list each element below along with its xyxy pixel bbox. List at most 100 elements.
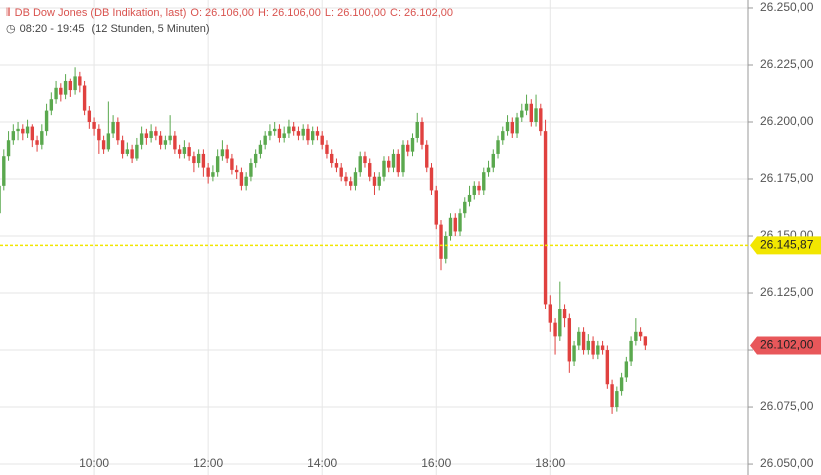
candle-body xyxy=(524,103,529,111)
y-tick-label: 26.200,00 xyxy=(760,114,814,128)
candle-body xyxy=(439,224,443,259)
candle-body xyxy=(339,167,343,177)
candle-body xyxy=(44,110,49,132)
ohlc-key: O: xyxy=(190,7,203,19)
candle-body xyxy=(144,133,149,138)
candle-body xyxy=(21,128,25,134)
y-tick-label: 26.175,00 xyxy=(760,171,814,185)
price-marker-label: 26.102,00 xyxy=(760,338,814,352)
candle-body xyxy=(619,377,624,392)
candle-body xyxy=(558,308,562,337)
candle-body xyxy=(315,131,320,136)
candle-body xyxy=(387,160,391,168)
candle-body xyxy=(401,144,405,173)
candle-body xyxy=(206,167,210,177)
candle-body xyxy=(30,126,35,141)
candle-body xyxy=(16,128,20,132)
candle-body xyxy=(572,345,576,362)
candle-body xyxy=(586,340,591,351)
candle-body xyxy=(116,121,120,141)
candle-body xyxy=(477,185,481,191)
candle-body xyxy=(596,345,600,355)
candle-body xyxy=(120,140,125,154)
candle-body xyxy=(444,236,448,259)
candle-body xyxy=(6,140,11,157)
candle-body xyxy=(382,160,386,177)
candle-body xyxy=(372,176,377,186)
ohlc-value: 26.100,00 xyxy=(337,7,387,19)
candle-body xyxy=(225,149,229,159)
ohlc-value: 26.106,00 xyxy=(271,7,321,19)
candle-body xyxy=(249,163,253,177)
ohlc-value: 26.106,00 xyxy=(205,7,254,19)
candle-body xyxy=(334,163,339,168)
x-tick-label: 10:00 xyxy=(79,456,109,470)
candle-body xyxy=(244,176,248,186)
candle-body xyxy=(529,103,533,122)
candle-body xyxy=(415,121,419,138)
candle-body xyxy=(192,156,196,164)
candle-body xyxy=(634,331,638,341)
candle-body xyxy=(25,126,30,134)
candle-body xyxy=(268,131,272,136)
candle-body xyxy=(539,108,543,132)
candle-body xyxy=(230,158,234,170)
candle-body xyxy=(310,131,315,141)
candle-body xyxy=(325,144,329,154)
candle-body xyxy=(68,80,73,91)
x-tick-label: 12:00 xyxy=(193,456,223,470)
candle-body xyxy=(239,172,244,186)
candle-body xyxy=(130,149,134,159)
candle-body xyxy=(548,304,553,323)
candle-body xyxy=(111,121,115,134)
candle-body xyxy=(215,156,220,173)
candle-body xyxy=(396,153,400,173)
candle-body xyxy=(73,76,77,91)
candle-body xyxy=(78,76,82,86)
price-marker xyxy=(750,336,821,355)
candle-body xyxy=(429,167,434,191)
candle-body xyxy=(11,131,16,141)
candle-body xyxy=(59,87,63,95)
y-tick-label: 26.050,00 xyxy=(760,456,814,470)
candle-body xyxy=(101,140,106,150)
candle-body xyxy=(87,110,92,122)
candle-body xyxy=(467,194,472,202)
candle-body xyxy=(600,345,605,351)
candle-body xyxy=(125,149,130,154)
price-marker xyxy=(750,236,821,255)
candle-body xyxy=(320,135,324,145)
candle-body xyxy=(577,331,581,346)
candle-body xyxy=(553,322,557,337)
candle-body xyxy=(377,176,381,186)
candle-body xyxy=(253,153,258,164)
candle-body xyxy=(296,131,301,136)
candle-body xyxy=(306,128,310,141)
candle-body xyxy=(425,144,429,168)
chart-title: DB Dow Jones (DB Indikation, last) xyxy=(14,7,187,19)
candle-body xyxy=(139,133,144,145)
candle-body xyxy=(610,384,614,408)
candle-body xyxy=(82,85,87,111)
candle-body xyxy=(54,87,58,100)
header-line: ⫴ DB Dow Jones (DB Indikation, last) O: 26.… xyxy=(6,5,461,21)
ohlc-value: 26.102,00 xyxy=(404,7,453,19)
candle-body xyxy=(182,147,187,154)
candle-body xyxy=(486,167,491,173)
candle-body xyxy=(624,361,629,378)
y-tick-label: 26.075,00 xyxy=(760,399,814,413)
candle-body xyxy=(63,80,68,95)
candle-body xyxy=(501,131,505,141)
candle-body xyxy=(534,108,538,122)
candle-body xyxy=(220,149,225,157)
candle-body xyxy=(97,128,101,141)
y-tick-label: 26.125,00 xyxy=(760,285,814,299)
candle-body xyxy=(629,340,633,362)
y-tick-label: 26.225,00 xyxy=(760,57,814,71)
candle-body xyxy=(163,140,168,145)
candle-body xyxy=(330,153,334,164)
candle-body xyxy=(543,131,548,305)
header-line: ◷ 08:20 - 19:45 (12 Stunden, 5 Minuten) xyxy=(6,21,461,37)
chart-header: ⫴ DB Dow Jones (DB Indikation, last) O: 26.… xyxy=(6,5,461,37)
